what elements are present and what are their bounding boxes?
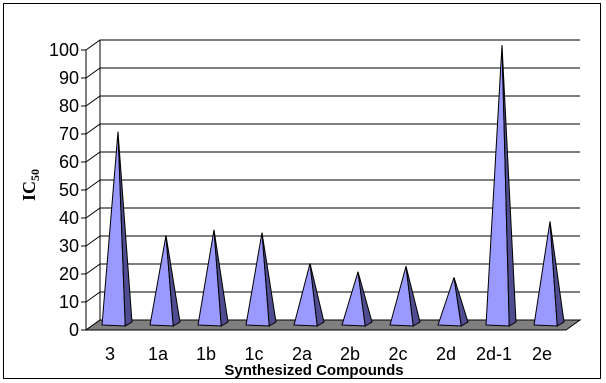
cone-bars (101, 44, 565, 327)
y-axis-title: IC50 (19, 169, 42, 201)
cone-side (549, 221, 565, 327)
cone-side (453, 277, 469, 327)
y-axis-title-subscript: 50 (28, 169, 42, 181)
y-tick-label: 90 (59, 68, 79, 88)
gridline (85, 39, 580, 51)
cone-bar-2e (533, 221, 565, 327)
cone-side (309, 263, 325, 327)
cone-side (213, 229, 229, 327)
gridline (85, 67, 580, 79)
cone-bar-2c (389, 266, 421, 327)
y-tick-label: 40 (59, 208, 79, 228)
cone-bar-3 (101, 131, 133, 327)
y-axis-title-main: IC (19, 181, 39, 201)
y-tick-label: 30 (59, 236, 79, 256)
cone-bar-1b (197, 229, 229, 327)
x-tick-label: 2e (532, 344, 552, 364)
x-tick-label: 1b (196, 344, 216, 364)
x-tick-label: 2d-1 (476, 344, 512, 364)
y-tick-label: 50 (59, 180, 79, 200)
x-axis-ticks: 3 1a 1b 1c 2a 2b 2c 2d 2d-1 2e (105, 344, 552, 364)
cone-side (261, 232, 277, 327)
cone-side (117, 131, 133, 327)
x-tick-label: 1a (148, 344, 169, 364)
x-tick-label: 3 (105, 344, 115, 364)
y-tick-label: 100 (49, 40, 79, 60)
y-tick-label: 20 (59, 264, 79, 284)
y-tick-label: 10 (59, 292, 79, 312)
y-axis-ticks: 0 10 20 30 40 50 60 70 80 90 100 (49, 40, 87, 340)
y-tick-label: 70 (59, 124, 79, 144)
cone-bar-1c (245, 232, 277, 327)
cone-side (405, 266, 421, 327)
y-tick-label: 60 (59, 152, 79, 172)
x-tick-label: 2c (388, 344, 407, 364)
x-tick-label: 2d (436, 344, 456, 364)
x-tick-label: 2b (340, 344, 360, 364)
cone-bar-2a (293, 263, 325, 327)
gridline (85, 95, 580, 107)
cone-bar-2d-1 (485, 44, 517, 327)
cone-side (501, 44, 517, 327)
cone-bar-2d (437, 277, 469, 327)
cone-bar-1a (149, 235, 181, 327)
cone-side (165, 235, 181, 327)
y-tick-label: 80 (59, 96, 79, 116)
cone-side (357, 271, 373, 327)
x-tick-label: 1c (244, 344, 263, 364)
cone-bar-2b (341, 271, 373, 327)
x-axis-title: Synthesized Compounds (224, 362, 403, 379)
y-tick-label: 0 (69, 320, 79, 340)
x-tick-label: 2a (292, 344, 313, 364)
